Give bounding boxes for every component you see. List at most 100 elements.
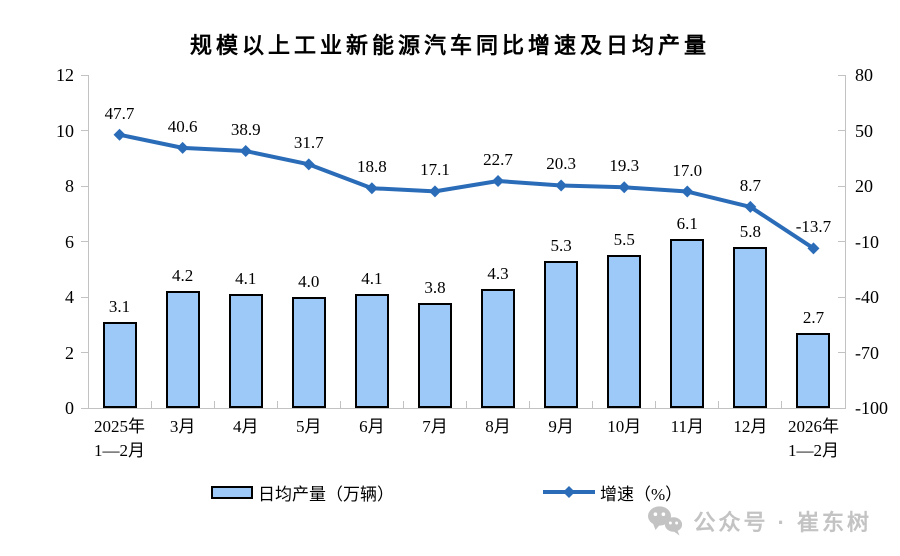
bar-value-label: 3.1 [108, 296, 131, 316]
x-axis-tick [339, 401, 341, 408]
line-marker-icon [681, 185, 694, 198]
right-axis-line [845, 75, 846, 408]
right-axis-tick-label: 50 [855, 120, 873, 141]
x-axis-label: 12月 [733, 417, 768, 436]
bar-swatch-icon [211, 485, 253, 499]
bar [417, 302, 452, 408]
right-axis-tick [838, 74, 845, 76]
line-marker-icon [113, 128, 126, 141]
x-axis-label: 3月 [169, 417, 196, 436]
x-axis-label: 10月 [607, 417, 642, 436]
bar [481, 288, 516, 408]
left-axis-tick-label: 0 [65, 398, 74, 418]
bar [796, 333, 831, 408]
right-axis-tick [838, 407, 845, 409]
bar [228, 294, 263, 408]
line-value-label: 31.7 [293, 133, 324, 153]
bar-value-label: 4.1 [235, 269, 257, 289]
line-marker-icon [744, 200, 757, 213]
line-value-label: 18.8 [357, 157, 387, 177]
line-value-label: 17.0 [672, 160, 703, 180]
bar-value-label: 3.8 [424, 277, 446, 297]
bar-value-label: 4.1 [361, 269, 383, 289]
line-value-label: -13.7 [795, 217, 832, 237]
left-axis-tick [81, 130, 88, 131]
bar [102, 321, 137, 408]
x-axis-tick [213, 401, 215, 408]
x-axis-line [88, 408, 846, 409]
bar-value-label: 4.0 [298, 272, 320, 291]
left-axis-tick [81, 241, 88, 242]
right-axis-tick-label: -10 [855, 231, 879, 252]
bar-value-label: 4.3 [487, 263, 509, 283]
line-value-label: 38.9 [230, 120, 261, 140]
bar [733, 247, 768, 408]
x-axis-label: 4月 [232, 417, 259, 436]
line-marker-icon [555, 179, 568, 192]
x-axis-label: 2025年 1—2月 [94, 417, 146, 460]
line-marker-icon [618, 181, 631, 194]
bar-value-label: 5.3 [550, 235, 572, 255]
right-axis-tick-label: -100 [855, 398, 888, 418]
left-axis-line [88, 75, 89, 408]
legend-item-daily-output: 日均产量（万辆） [211, 479, 394, 505]
x-axis-tick [402, 401, 404, 408]
legend-line-label: 增速（%） [600, 484, 683, 504]
bar-value-label: 2.7 [802, 308, 825, 328]
line-value-label: 22.7 [483, 150, 513, 169]
x-axis-tick [844, 401, 846, 408]
legend-bar-label: 日均产量（万辆） [258, 484, 394, 504]
line-marker-icon [239, 145, 252, 158]
line-marker-icon [302, 158, 315, 171]
left-axis-tick [81, 407, 88, 409]
chart-title: 规模以上工业新能源汽车同比增速及日均产量 [189, 33, 710, 58]
left-axis-tick-label: 4 [65, 287, 74, 307]
x-axis-tick [592, 401, 594, 408]
bar [670, 238, 705, 408]
x-axis-tick [781, 401, 783, 408]
right-axis-tick-label: 20 [855, 176, 873, 196]
left-axis-tick-label: 8 [65, 176, 74, 196]
bar-value-label: 5.8 [739, 222, 761, 242]
bar-value-label: 6.1 [676, 213, 698, 233]
right-axis-tick [838, 130, 845, 131]
left-axis-tick-label: 6 [65, 231, 74, 252]
x-axis-label: 6月 [359, 417, 385, 436]
x-axis-label: 9月 [548, 417, 574, 436]
right-axis-tick [838, 241, 845, 242]
x-axis-label: 7月 [422, 417, 448, 436]
left-axis-tick [81, 74, 88, 76]
bar [354, 294, 389, 408]
x-axis-tick [718, 401, 720, 408]
x-axis-label: 8月 [485, 417, 511, 436]
line-marker-icon [428, 185, 441, 198]
bar [544, 260, 579, 408]
line-marker-icon [807, 242, 820, 255]
x-axis-tick [466, 401, 467, 408]
growth-line [113, 128, 820, 255]
left-axis-tick [81, 296, 88, 298]
line-marker-swatch-icon [543, 485, 595, 499]
bar [607, 255, 642, 408]
line-value-label: 40.6 [167, 116, 198, 136]
left-axis-tick [81, 352, 88, 353]
left-axis-tick-label: 2 [65, 342, 74, 363]
x-axis-label: 11月 [670, 417, 704, 436]
right-axis-tick-label: 80 [855, 65, 873, 85]
bar-value-label: 5.5 [613, 230, 635, 250]
right-axis-tick-label: -70 [855, 342, 879, 363]
left-axis-tick [81, 185, 88, 187]
legend: 日均产量（万辆） 增速（%） [0, 479, 900, 507]
bar-value-label: 4.2 [172, 266, 194, 286]
right-axis-tick [838, 185, 845, 187]
line-value-label: 8.7 [739, 175, 761, 195]
growth-line-path [117, 132, 816, 251]
x-axis-label: 2026年 1—2月 [787, 417, 839, 460]
x-axis-tick [529, 401, 531, 408]
right-axis-tick [838, 296, 845, 298]
x-axis-tick [655, 401, 657, 408]
line-marker-icon [176, 141, 189, 154]
line-value-label: 17.1 [420, 160, 450, 180]
